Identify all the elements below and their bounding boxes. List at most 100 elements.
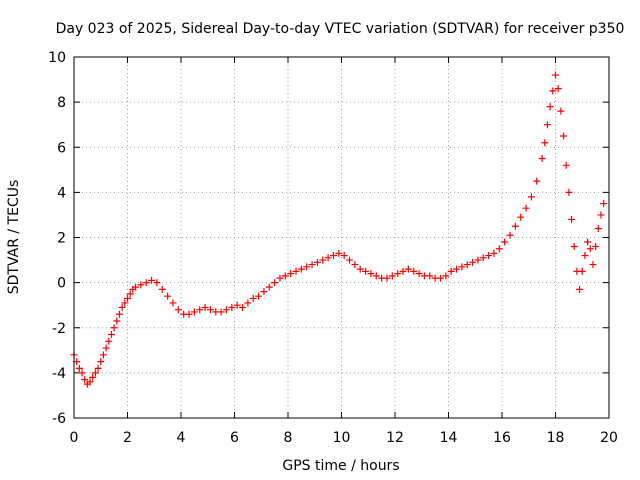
data-point	[89, 373, 97, 381]
x-tick-label: 12	[386, 430, 404, 446]
data-point	[527, 193, 535, 201]
data-point	[541, 139, 549, 147]
data-point	[271, 279, 279, 287]
data-point	[276, 274, 284, 282]
x-tick-label: 18	[547, 430, 565, 446]
data-point	[126, 290, 134, 298]
data-point	[578, 267, 586, 275]
data-point	[196, 306, 204, 314]
data-point	[158, 285, 166, 293]
data-point	[94, 364, 102, 372]
x-tick-label: 8	[284, 430, 293, 446]
data-point	[190, 308, 198, 316]
data-point	[442, 272, 450, 280]
chart-title: Day 023 of 2025, Sidereal Day-to-day VTE…	[56, 21, 625, 37]
data-point	[228, 303, 236, 311]
y-tick-label: 6	[57, 140, 66, 156]
data-point	[570, 243, 578, 251]
x-axis-label: GPS time / hours	[282, 458, 399, 474]
data-point	[399, 267, 407, 275]
data-point	[115, 310, 123, 318]
y-tick-label: 0	[57, 276, 66, 292]
data-point	[313, 258, 321, 266]
data-point	[91, 369, 99, 377]
data-point	[222, 306, 230, 314]
data-point	[557, 107, 565, 115]
data-point	[552, 71, 559, 79]
data-point	[324, 254, 332, 262]
data-point	[329, 252, 337, 260]
data-point	[600, 200, 608, 208]
grid	[74, 57, 609, 418]
data-point	[102, 344, 110, 352]
data-series-sdtvar	[70, 71, 608, 388]
data-point	[132, 283, 140, 291]
data-point	[206, 306, 214, 314]
data-point	[511, 222, 519, 230]
data-point	[124, 294, 131, 302]
y-tick-label: 10	[48, 50, 66, 66]
data-point	[410, 267, 418, 275]
data-point	[560, 132, 568, 140]
data-point	[110, 324, 118, 332]
data-point	[479, 254, 487, 262]
data-point	[485, 252, 493, 260]
data-point	[148, 276, 156, 284]
data-point	[255, 292, 263, 300]
data-point	[121, 299, 129, 307]
data-point	[265, 283, 273, 291]
data-point	[281, 272, 289, 280]
data-point	[546, 103, 554, 111]
data-point	[81, 376, 89, 384]
data-point	[436, 274, 444, 282]
y-tick-label: 2	[57, 231, 66, 247]
data-point	[346, 256, 354, 264]
x-tick-label: 6	[230, 430, 239, 446]
data-point	[426, 272, 434, 280]
data-point	[164, 292, 172, 300]
y-tick-label: -4	[52, 366, 66, 382]
data-point	[233, 301, 241, 309]
y-axis-ticks: -6 -4 -2 0 2 4 6 8 10	[48, 50, 609, 427]
data-point	[174, 306, 182, 314]
data-point	[244, 299, 252, 307]
data-point	[303, 263, 311, 271]
data-point	[78, 369, 86, 377]
data-point	[362, 267, 370, 275]
data-point	[584, 238, 592, 246]
data-point	[118, 303, 126, 311]
data-point	[351, 261, 359, 269]
data-point	[458, 263, 466, 271]
data-point	[107, 331, 115, 339]
data-point	[447, 267, 455, 275]
data-point	[565, 188, 573, 196]
data-point	[506, 231, 514, 239]
data-point	[137, 281, 145, 289]
data-point	[533, 177, 541, 185]
y-axis-label: SDTVAR / TECUs	[6, 180, 22, 295]
data-point	[490, 249, 498, 257]
data-point	[308, 261, 316, 269]
y-tick-label: -6	[52, 411, 66, 427]
x-tick-label: 4	[177, 430, 186, 446]
plot-frame	[73, 56, 610, 419]
x-axis-ticks: 0 2 4 6 8 10 12 14 16 18 20	[70, 57, 618, 446]
data-point	[297, 265, 305, 273]
data-point	[549, 87, 557, 95]
data-point	[292, 267, 300, 275]
data-point	[404, 265, 412, 273]
data-point	[415, 270, 423, 278]
data-point	[105, 337, 113, 345]
data-point	[86, 378, 94, 386]
x-tick-label: 14	[440, 430, 458, 446]
data-point	[597, 211, 605, 219]
data-point	[568, 215, 576, 223]
data-point	[453, 265, 461, 273]
data-point	[586, 245, 594, 253]
data-point	[185, 310, 193, 318]
y-tick-label: 4	[57, 185, 66, 201]
data-point	[340, 252, 348, 260]
data-point	[538, 155, 546, 163]
data-point	[474, 256, 482, 264]
